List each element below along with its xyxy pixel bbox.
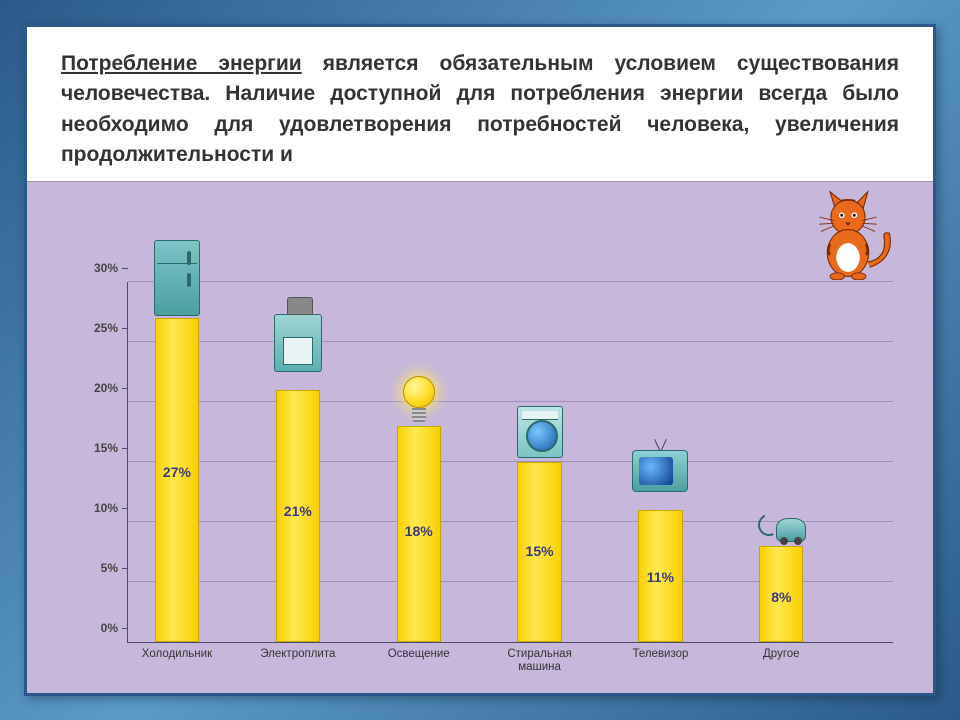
x-category-label: Другое bbox=[763, 648, 800, 661]
intro-paragraph: Потребление энергии является обязательны… bbox=[27, 27, 933, 181]
y-tick-label: 30% bbox=[68, 261, 118, 275]
plot-region: 0%5%10%15%20%25%30%27%Холодильник21%Элек… bbox=[127, 282, 893, 643]
stove-icon bbox=[274, 314, 322, 372]
bar-fridge: 27% bbox=[155, 318, 199, 642]
gridline bbox=[128, 401, 893, 402]
bar-value-label: 8% bbox=[760, 589, 802, 605]
cat-illustration bbox=[803, 190, 893, 280]
x-category-label: Холодильник bbox=[142, 648, 212, 661]
gridline bbox=[128, 281, 893, 282]
x-category-label: Электроплита bbox=[260, 648, 335, 661]
washer-icon bbox=[517, 406, 563, 458]
bar-vacuum: 8% bbox=[759, 546, 803, 642]
x-category-label: Стиральнаямашина bbox=[507, 648, 571, 674]
bar-tv: 11% bbox=[638, 510, 682, 642]
gridline bbox=[128, 461, 893, 462]
bulb-icon bbox=[403, 376, 435, 422]
bar-value-label: 27% bbox=[156, 464, 198, 480]
bar-value-label: 21% bbox=[277, 503, 319, 519]
y-tick-label: 25% bbox=[68, 321, 118, 335]
bar-value-label: 11% bbox=[639, 569, 681, 585]
x-category-label: Телевизор bbox=[632, 648, 688, 661]
gridline bbox=[128, 341, 893, 342]
vacuum-icon bbox=[756, 502, 806, 542]
y-tick-label: 20% bbox=[68, 381, 118, 395]
bar-bulb: 18% bbox=[397, 426, 441, 642]
bar-value-label: 15% bbox=[518, 543, 560, 559]
tv-icon bbox=[632, 450, 688, 498]
bar-washer: 15% bbox=[517, 462, 561, 642]
fridge-icon bbox=[154, 240, 200, 316]
chart-area: 0% 5% 10% 15% 20% 25% 30% 27% Холодильник 21% Элек… bbox=[27, 181, 933, 693]
y-tick-label: 15% bbox=[68, 441, 118, 455]
y-tick-label: 0% bbox=[68, 621, 118, 635]
lead-underline: Потребление энергии bbox=[61, 52, 302, 75]
y-tick-label: 5% bbox=[68, 561, 118, 575]
x-category-label: Освещение bbox=[388, 648, 450, 661]
bar-stove: 21% bbox=[276, 390, 320, 642]
y-tick-label: 10% bbox=[68, 501, 118, 515]
bar-value-label: 18% bbox=[398, 523, 440, 539]
slide-frame: Потребление энергии является обязательны… bbox=[24, 24, 936, 696]
